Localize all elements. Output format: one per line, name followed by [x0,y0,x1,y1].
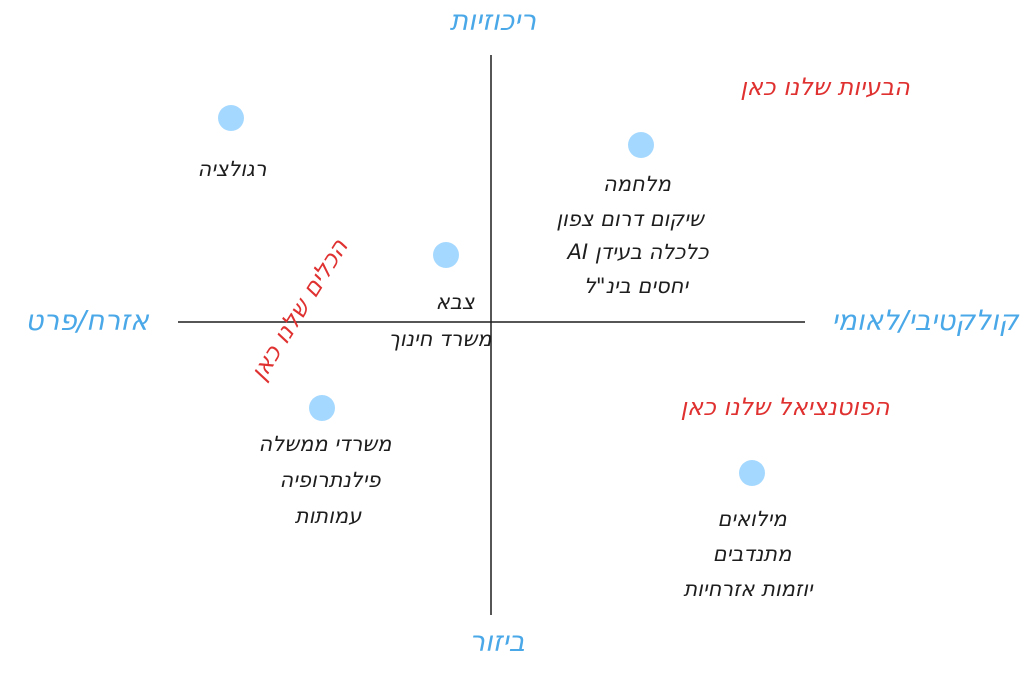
annotation: הפוטנציאל שלנו כאן [681,393,890,421]
node-text: שיקום דרום צפון [556,207,706,231]
node-text: משרדי ממשלה [259,432,393,456]
node-dot [628,132,654,158]
node-text: צבא [436,290,475,314]
node-dot [309,395,335,421]
node-text: מתנדבים [713,542,792,566]
node-text: מלחמה [603,172,672,196]
node-text: מילואים [717,507,787,531]
annotation: הכלים שלנו כאן [245,234,354,385]
node-text: רגולציה [197,157,266,181]
annotation: הבעיות שלנו כאן [740,73,910,101]
node-dot [218,105,244,131]
axis-label-bottom: ביזור [469,625,525,658]
node-text: עמותות [295,504,362,528]
axis-label-right: קולקטיבי/לאומי [831,304,1019,337]
node-dot [739,460,765,486]
axis-label-left: אזרח/פרט [25,304,150,337]
node-text: יחסים בינ"ל [584,274,689,298]
node-text: משרד חינוך [389,327,493,351]
node-dot [433,242,459,268]
node-text: פילנתרופיה [279,468,381,492]
node-text: כלכלה בעידן AI [566,240,710,264]
axis-label-top: ריכוזיות [450,4,537,37]
node-text: יוזמות אזרחיות [683,577,814,601]
